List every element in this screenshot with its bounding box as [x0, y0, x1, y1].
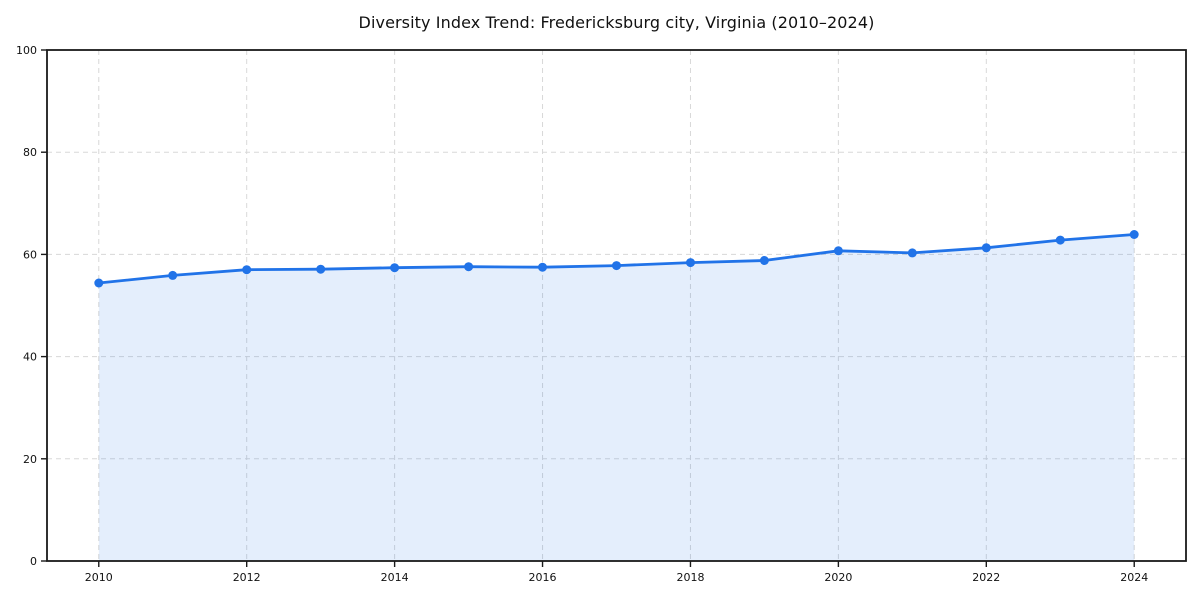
y-tick-label: 100 [16, 44, 37, 57]
y-tick-label: 20 [23, 453, 37, 466]
data-point-2016 [538, 262, 547, 272]
y-tick-label: 80 [23, 146, 37, 159]
x-tick-label: 2020 [824, 571, 852, 584]
data-point-2018 [686, 258, 695, 268]
data-point-2012 [242, 265, 252, 275]
x-tick-label: 2014 [381, 571, 409, 584]
data-point-2022 [981, 243, 991, 253]
x-tick-label: 2012 [233, 571, 261, 584]
y-tick-label: 40 [23, 351, 37, 364]
x-tick-label: 2024 [1120, 571, 1148, 584]
chart-title: Diversity Index Trend: Fredericksburg ci… [358, 13, 875, 32]
data-point-2024 [1129, 230, 1139, 239]
x-tick-label: 2018 [676, 571, 704, 584]
plot-border [46, 49, 1187, 562]
y-tick-label: 60 [23, 248, 37, 261]
data-point-2014 [390, 263, 400, 273]
area-fill [98, 234, 1135, 561]
data-point-2011 [168, 270, 178, 280]
data-point-2017 [612, 261, 621, 271]
data-point-2020 [833, 246, 843, 256]
data-point-2021 [907, 248, 917, 258]
data-point-2015 [464, 262, 474, 272]
data-point-2023 [1055, 235, 1065, 245]
x-tick-label: 2016 [529, 571, 557, 584]
y-tick-label: 0 [30, 555, 37, 568]
data-point-2013 [316, 264, 326, 274]
x-tick-label: 2010 [85, 571, 113, 584]
data-point-2010 [94, 278, 104, 288]
data-point-2019 [759, 256, 769, 265]
x-tick-label: 2022 [972, 571, 1000, 584]
